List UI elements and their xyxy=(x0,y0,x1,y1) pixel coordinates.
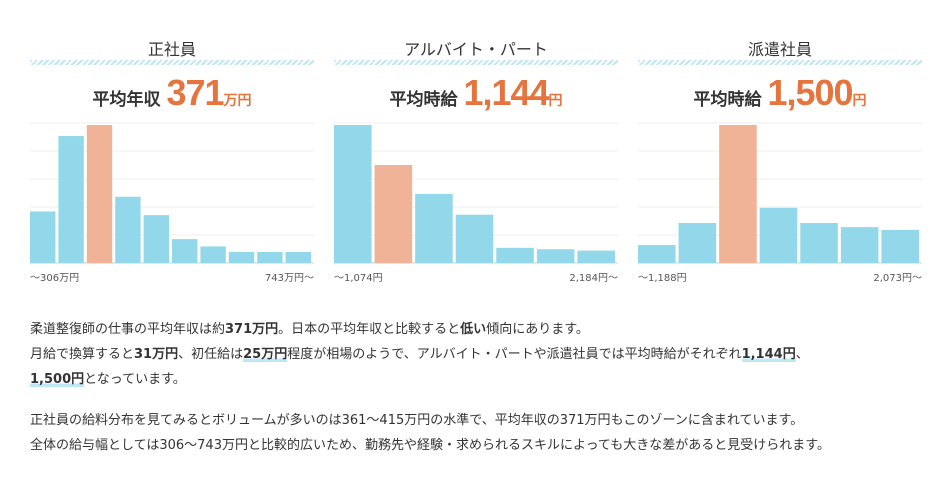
x-min-label: ～1,188円 xyxy=(638,273,687,284)
monthly-salary-emphasis: 31万円 xyxy=(134,347,179,362)
text-run: となっています。 xyxy=(84,372,186,387)
x-min-label: ～1,074円 xyxy=(334,273,383,284)
text-run: 柔道整復師の仕事の平均年収は約 xyxy=(30,322,226,337)
average-unit: 万円 xyxy=(223,93,252,109)
bar xyxy=(115,196,141,263)
bar xyxy=(638,245,676,263)
bar-average xyxy=(374,165,413,263)
bar xyxy=(415,194,453,263)
text-run: 、初任給は xyxy=(178,347,244,362)
bar xyxy=(30,211,56,263)
x-min-label: ～306万円 xyxy=(30,273,80,284)
text-run: 傾向にあります。 xyxy=(486,322,589,337)
starting-salary-emphasis: 25万円 xyxy=(243,347,288,362)
x-max-label: 743万円～ xyxy=(264,273,314,284)
text-run: 月給で換算すると xyxy=(30,347,135,362)
distribution-chart xyxy=(638,122,922,264)
summary-paragraph: 柔道整復師の仕事の平均年収は約371万円。日本の平均年収と比較すると低い傾向にあ… xyxy=(30,317,920,392)
average-headline: 平均年収 371万円 xyxy=(30,72,314,114)
text-run: 程度が相場のようで、アルバイト・パートや派遣社員では平均時給がそれぞれ xyxy=(287,347,742,362)
haken-wage-emphasis: 1,500円 xyxy=(30,372,85,387)
chart-title: 派遣社員 xyxy=(747,40,812,59)
average-headline: 平均時給 1,144円 xyxy=(334,72,618,114)
bar xyxy=(58,136,84,263)
bar xyxy=(334,125,372,263)
distribution-paragraph: 正社員の給料分布を見てみるとボリュームが多いのは361～415万円の水準で、平均… xyxy=(30,408,920,458)
bar xyxy=(840,227,879,263)
average-label: 平均年収 xyxy=(92,90,161,110)
average-value: 1,144 xyxy=(463,72,549,113)
bar xyxy=(455,214,494,263)
x-max-label: 2,073円～ xyxy=(873,273,922,284)
bar xyxy=(678,222,717,263)
text-run: 、 xyxy=(795,347,809,362)
bar xyxy=(577,250,615,263)
bar xyxy=(881,229,919,263)
title-divider xyxy=(334,60,618,65)
distribution-chart xyxy=(334,122,618,264)
bar-average xyxy=(86,125,113,263)
part-time-wage-emphasis: 1,144円 xyxy=(741,347,796,362)
text-run: 。日本の平均年収と比較すると xyxy=(278,322,461,337)
chart-panel-seishain: 正社員 平均年収 371万円 ～306万円 743万円～ xyxy=(30,30,314,292)
bar-average xyxy=(719,125,757,263)
average-unit: 円 xyxy=(852,93,867,109)
text-run: 全体の給与幅としては306～743万円と比較的広いため、勤務先や経験・求められる… xyxy=(30,438,830,453)
bar xyxy=(200,246,226,263)
bar xyxy=(496,247,534,263)
bar xyxy=(143,215,169,263)
bar xyxy=(536,249,575,263)
distribution-chart xyxy=(30,122,314,264)
bar xyxy=(759,207,798,263)
average-label: 平均時給 xyxy=(693,90,762,110)
bar xyxy=(285,251,311,263)
title-divider xyxy=(638,60,922,65)
bar xyxy=(172,239,198,263)
chart-title: アルバイト・パート xyxy=(404,40,548,59)
chart-title: 正社員 xyxy=(147,40,196,59)
chart-panel-part-time: アルバイト・パート 平均時給 1,144円 ～1,074円 2,184円～ xyxy=(334,30,618,292)
bar xyxy=(800,222,838,263)
average-unit: 円 xyxy=(548,93,563,109)
average-value: 371 xyxy=(166,72,224,113)
x-max-label: 2,184円～ xyxy=(569,273,618,284)
comparison-emphasis: 低い xyxy=(460,322,487,337)
chart-panel-haken: 派遣社員 平均時給 1,500円 ～1,188円 2,073円～ xyxy=(638,30,922,292)
annual-income-emphasis: 371万円 xyxy=(225,322,279,337)
title-divider xyxy=(30,60,314,65)
bar xyxy=(257,251,283,263)
average-label: 平均時給 xyxy=(389,90,458,110)
average-headline: 平均時給 1,500円 xyxy=(638,72,922,114)
text-run: 正社員の給料分布を見てみるとボリュームが多いのは361～415万円の水準で、平均… xyxy=(30,413,804,428)
average-value: 1,500 xyxy=(767,72,853,113)
bar xyxy=(228,251,255,263)
